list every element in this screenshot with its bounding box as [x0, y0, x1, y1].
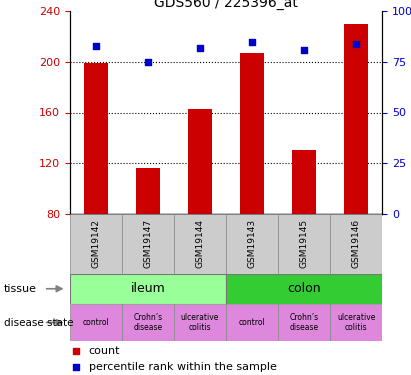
Text: GSM19147: GSM19147 [143, 219, 152, 268]
Text: GSM19146: GSM19146 [352, 219, 361, 268]
Bar [240, 53, 264, 214]
Bar [226, 214, 278, 274]
Text: Crohn’s
disease: Crohn’s disease [290, 313, 319, 332]
Bar [174, 214, 226, 274]
Text: tissue: tissue [4, 284, 37, 294]
Text: disease state: disease state [4, 318, 74, 327]
Text: control: control [239, 318, 266, 327]
Bar [188, 109, 212, 214]
Bar [122, 304, 174, 341]
Text: ulcerative
colitis: ulcerative colitis [181, 313, 219, 332]
Point [301, 47, 307, 53]
Bar [70, 304, 122, 341]
Point [249, 39, 255, 45]
Bar [278, 304, 330, 341]
Text: GSM19144: GSM19144 [196, 219, 205, 267]
Text: colon: colon [287, 282, 321, 295]
Bar [330, 304, 382, 341]
Text: count: count [89, 346, 120, 356]
Text: GSM19143: GSM19143 [247, 219, 256, 268]
Text: control: control [83, 318, 109, 327]
Bar [278, 214, 330, 274]
Point [92, 43, 99, 49]
Bar [293, 150, 316, 214]
Point [73, 364, 79, 370]
Text: GSM19142: GSM19142 [91, 219, 100, 267]
Point [197, 45, 203, 51]
Point [353, 40, 360, 46]
Title: GDS560 / 225396_at: GDS560 / 225396_at [154, 0, 298, 10]
Text: GSM19145: GSM19145 [300, 219, 309, 268]
Bar [70, 214, 122, 274]
Bar [226, 274, 382, 304]
Bar [344, 24, 368, 214]
Text: percentile rank within the sample: percentile rank within the sample [89, 362, 277, 372]
Bar [70, 274, 226, 304]
Bar [136, 168, 160, 214]
Text: Crohn’s
disease: Crohn’s disease [134, 313, 162, 332]
Point [73, 348, 79, 354]
Bar [84, 63, 108, 214]
Text: ulcerative
colitis: ulcerative colitis [337, 313, 375, 332]
Bar [330, 214, 382, 274]
Bar [122, 214, 174, 274]
Point [145, 59, 151, 65]
Bar [226, 304, 278, 341]
Bar [174, 304, 226, 341]
Text: ileum: ileum [131, 282, 165, 295]
